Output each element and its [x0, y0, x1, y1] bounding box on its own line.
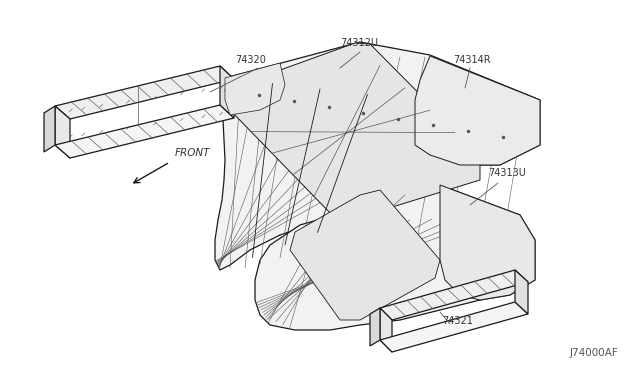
Polygon shape [225, 43, 480, 220]
Polygon shape [380, 308, 392, 352]
Polygon shape [415, 56, 540, 165]
Polygon shape [220, 66, 234, 118]
Text: 74320: 74320 [235, 55, 266, 65]
Polygon shape [380, 302, 528, 352]
Polygon shape [255, 185, 535, 330]
Polygon shape [380, 270, 528, 320]
Text: 74313U: 74313U [488, 168, 526, 178]
Text: FRONT: FRONT [175, 148, 211, 158]
Polygon shape [370, 308, 380, 346]
Polygon shape [55, 105, 234, 158]
Polygon shape [225, 63, 285, 115]
Polygon shape [215, 42, 540, 270]
Polygon shape [55, 106, 70, 158]
Polygon shape [440, 185, 535, 300]
Polygon shape [515, 270, 528, 314]
Text: 74312U: 74312U [340, 38, 378, 48]
Polygon shape [290, 190, 440, 320]
Text: J74000AF: J74000AF [569, 348, 618, 358]
Text: 74314R: 74314R [453, 55, 491, 65]
Text: 74321: 74321 [442, 316, 473, 326]
Polygon shape [44, 106, 55, 152]
Polygon shape [55, 66, 234, 119]
